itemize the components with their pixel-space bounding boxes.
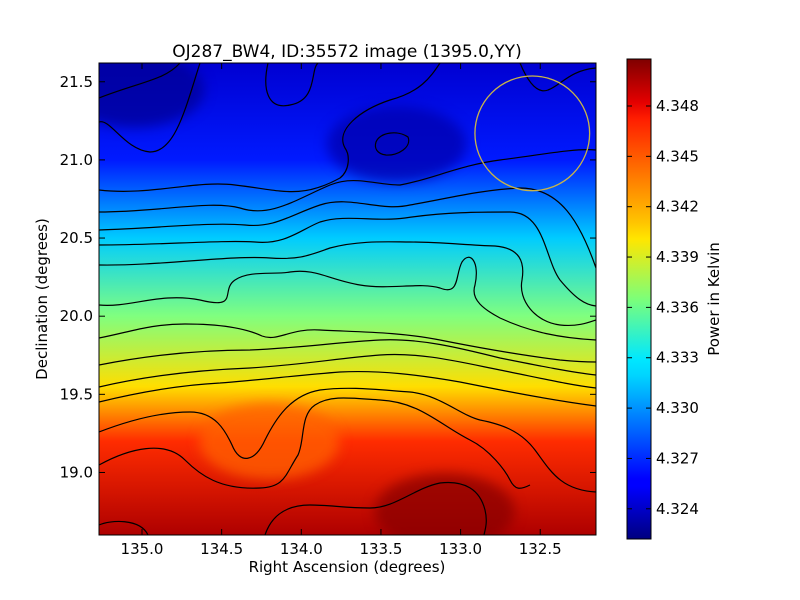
contour-line (99, 241, 596, 327)
colorbar-tick-label: 4.339 (656, 248, 699, 266)
heatmap-feature (99, 63, 205, 128)
x-tick-label: 132.5 (519, 540, 562, 558)
contour-line (99, 149, 596, 213)
colorbar (626, 58, 652, 540)
colorbar-tick-label: 4.327 (656, 449, 699, 467)
x-axis-label: Right Ascension (degrees) (249, 558, 446, 576)
contour-line (99, 353, 596, 389)
x-tick-label: 135.0 (121, 540, 164, 558)
contour-line (99, 397, 531, 489)
x-tick-label: 134.0 (280, 540, 323, 558)
y-tick-label: 20.0 (60, 307, 93, 325)
y-axis-ticks: 19.0 19.5 20.0 20.5 21.0 21.5 (60, 73, 596, 481)
heatmap-feature (374, 473, 515, 535)
colorbar-label: Power in Kelvin (705, 242, 723, 356)
contour-line (99, 211, 596, 307)
y-tick-label: 21.5 (60, 73, 93, 91)
x-tick-label: 133.0 (439, 540, 482, 558)
chart-title: OJ287_BW4, ID:35572 image (1395.0,YY) (172, 42, 521, 62)
contour-line (519, 63, 596, 92)
contour-line (99, 63, 441, 193)
plot-frame (98, 62, 597, 536)
colorbar-tick-label: 4.345 (656, 147, 699, 165)
x-tick-label: 133.5 (359, 540, 402, 558)
y-tick-label: 21.0 (60, 151, 93, 169)
colorbar-tick-label: 4.333 (656, 349, 699, 367)
y-axis-label: Declination (degrees) (33, 218, 51, 380)
contour-line (99, 339, 596, 376)
colorbar-tick-label: 4.342 (656, 198, 699, 216)
colorbar-tick-label: 4.336 (656, 298, 699, 316)
contour-line (99, 520, 149, 535)
contour-line (99, 323, 596, 363)
colorbar-tick-label: 4.348 (656, 97, 699, 115)
x-axis-ticks: 135.0 134.5 134.0 133.5 133.0 132.5 (121, 63, 562, 558)
contour-line (99, 63, 181, 99)
contour-line (99, 256, 596, 341)
beam-circle (474, 75, 591, 192)
contour-line (99, 63, 201, 153)
contour-line (265, 63, 319, 107)
colorbar-tick-label: 4.324 (656, 500, 699, 518)
heatmap-feature (326, 106, 467, 183)
contour-line (99, 370, 596, 407)
colorbar-ticks: 4.324 4.327 4.330 4.333 4.336 4.339 4.342 4.345… (627, 97, 699, 518)
x-tick-label: 134.5 (200, 540, 243, 558)
contour-line (374, 132, 410, 156)
contour-line (264, 481, 487, 535)
heatmap-feature (199, 403, 340, 480)
heatmap-plot-area (99, 63, 596, 535)
y-tick-label: 19.5 (60, 385, 93, 403)
y-tick-label: 20.5 (60, 229, 93, 247)
y-tick-label: 19.0 (60, 463, 93, 481)
contour-line (99, 387, 596, 493)
colorbar-tick-label: 4.330 (656, 399, 699, 417)
